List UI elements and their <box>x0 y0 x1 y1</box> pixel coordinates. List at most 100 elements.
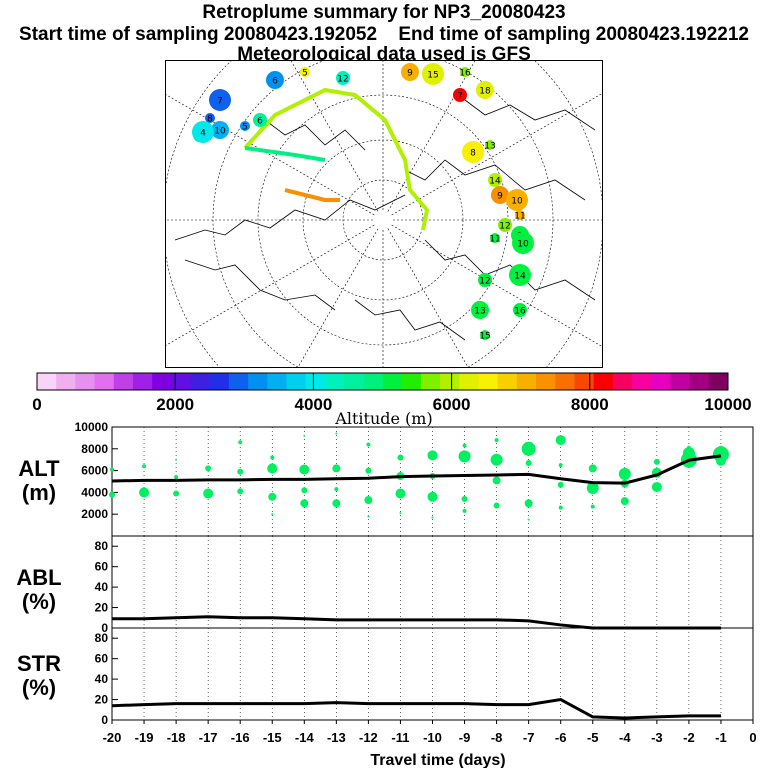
plume-spread-point <box>270 455 275 460</box>
plume-spread-point <box>367 515 370 518</box>
y-tick-label: 60 <box>95 560 109 574</box>
colorbar-swatch <box>574 373 595 390</box>
plume-cluster-marker <box>209 89 231 111</box>
plume-spread-point <box>715 455 726 466</box>
y-tick-label: 0 <box>101 713 108 727</box>
colorbar-swatch <box>248 373 268 390</box>
abl-panel-label: ABL (%) <box>16 565 62 614</box>
colorbar-swatch <box>651 373 671 390</box>
x-tick-label: -2 <box>683 730 695 745</box>
x-tick-label: -18 <box>167 730 186 745</box>
plume-cluster-day-label: 8 <box>470 149 476 159</box>
plume-cluster-marker <box>462 141 484 163</box>
y-tick-label: 4000 <box>81 485 108 499</box>
y-tick-label: 20 <box>95 601 109 615</box>
plume-cluster-day-label: 15 <box>479 332 490 342</box>
plume-spread-point <box>653 458 660 465</box>
plume-spread-point <box>365 467 372 474</box>
plume-cluster-day-label: 7 <box>457 92 463 102</box>
plume-cluster-day-label: 6 <box>257 117 263 127</box>
plume-cluster-marker <box>488 173 502 187</box>
plume-cluster-marker <box>453 88 467 102</box>
plume-spread-point <box>271 513 274 516</box>
plume-cluster-marker <box>485 140 495 150</box>
plume-cluster-day-label: 10 <box>517 240 529 250</box>
y-tick-label: 10000 <box>75 420 109 434</box>
y-tick-label: 40 <box>95 580 109 594</box>
coastlines <box>174 99 596 341</box>
plume-spread-point <box>175 458 178 461</box>
colorbar-swatch <box>94 373 115 390</box>
plume-cluster-day-label: 9 <box>497 192 503 202</box>
met-data: Meteorological data used is GFS <box>237 44 531 65</box>
plume-cluster-day-label: 5 <box>302 69 308 79</box>
plume-cluster-day-label: 12 <box>337 75 348 85</box>
x-tick-label: -10 <box>423 730 442 745</box>
plume-spread-point <box>527 518 530 521</box>
colorbar-tick-label: 10000 <box>704 395 751 414</box>
plume-spread-point <box>395 488 406 499</box>
series-line <box>111 454 722 485</box>
time-series-panels: 200040006000800010000020406080020406080-… <box>75 420 757 768</box>
x-tick-label: -8 <box>491 730 503 745</box>
y-tick-label: 40 <box>95 672 109 686</box>
coastline <box>184 259 336 311</box>
plume-cluster-day-label: 4 <box>200 129 206 139</box>
x-tick-label: -4 <box>619 730 631 745</box>
plume-cluster-day-label: 14 <box>489 177 501 187</box>
x-tick-label: -7 <box>523 730 535 745</box>
polar-map: 5126789104569151671881314910111291011121… <box>165 60 603 368</box>
colorbar-swatch <box>363 373 383 390</box>
x-axis-label: Travel time (days) <box>370 752 505 768</box>
plume-spread-point <box>268 492 277 501</box>
plume-spread-point <box>492 476 501 485</box>
plume-spread-point <box>205 465 212 472</box>
plume-cluster-marker <box>266 71 284 89</box>
x-tick-label: -9 <box>459 730 471 745</box>
plume-cluster-marker <box>460 67 470 77</box>
panel-frame <box>111 627 754 721</box>
plume-spread-point <box>299 464 310 475</box>
plume-spread-point <box>686 445 691 450</box>
colorbar-swatch <box>593 373 614 390</box>
plume-spread-point <box>462 443 467 448</box>
plume-spread-point <box>620 497 629 506</box>
plume-cluster-day-label: 11 <box>514 212 525 222</box>
colorbar-swatch <box>401 373 422 390</box>
plume-cluster-marker <box>490 233 500 243</box>
plume-spread-point <box>493 502 500 509</box>
coastline <box>264 119 366 151</box>
x-tick-label: -1 <box>715 730 727 745</box>
plume-spread-point <box>590 504 595 509</box>
x-tick-label: -14 <box>295 730 315 745</box>
plume-spread-point <box>462 508 467 513</box>
plume-cluster-marker <box>401 63 419 81</box>
plume-spread-point <box>173 490 180 497</box>
plume-cluster-marker <box>509 264 531 286</box>
plume-cluster-day-label: 9 <box>407 69 413 79</box>
plume-spread-point <box>618 467 631 480</box>
colorbar-swatch <box>324 373 345 390</box>
colorbar-tick-label: 6000 <box>433 395 471 414</box>
y-tick-label: 8000 <box>81 442 108 456</box>
x-tick-label: -13 <box>327 730 346 745</box>
y-tick-label: 6000 <box>81 464 108 478</box>
plume-spread-point <box>431 516 434 519</box>
y-tick-label: 80 <box>95 631 109 645</box>
plume-spread-point <box>458 450 471 463</box>
colorbar-swatch <box>459 373 479 390</box>
colorbar-swatch <box>555 373 575 390</box>
plume-spread-point <box>334 487 339 492</box>
x-tick-label: -16 <box>231 730 250 745</box>
plume-spread-point <box>461 495 468 502</box>
y-tick-label: 80 <box>95 539 109 553</box>
colorbar-swatch <box>632 373 652 390</box>
altitude-colorbar: 0 2000 4000 6000 8000 10000 Altitude (m) <box>32 372 752 428</box>
plume-cluster-marker <box>211 121 229 139</box>
colorbar-label: Altitude (m) <box>334 409 432 428</box>
plume-spread-point <box>557 481 564 488</box>
plume-cluster-day-label: 10 <box>511 197 523 207</box>
plume-cluster-marker <box>476 81 494 99</box>
plume-cluster-marker <box>471 301 489 319</box>
plume-spread-point <box>558 505 563 510</box>
